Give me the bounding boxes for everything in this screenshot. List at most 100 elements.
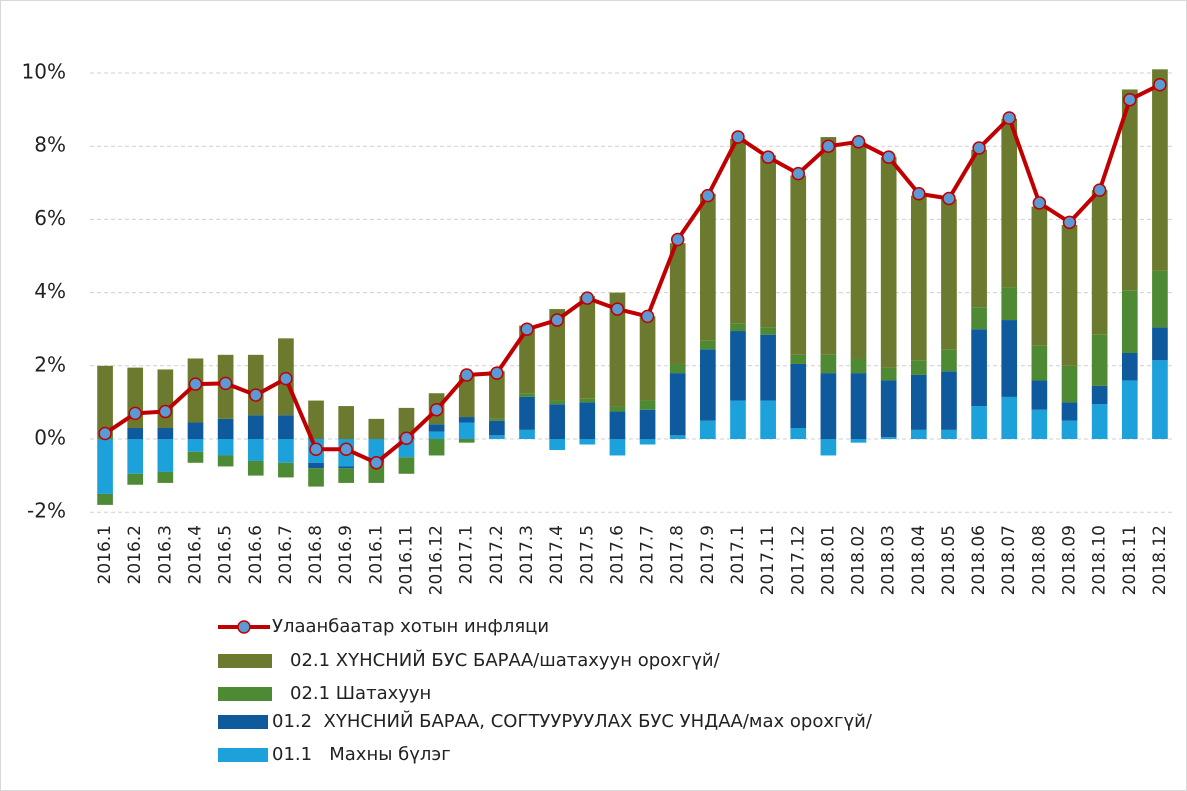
bar-segment [519,325,535,394]
bar-segment [609,411,626,439]
x-tick-label: 2017.9 [698,525,718,584]
bar-segment [910,360,927,375]
legend-label: 01.2 ХҮНСНИЙ БАРАА, СОГТУУРУУЛАХ БУС УНД… [272,710,873,732]
bar-segment [790,175,807,355]
x-tick-label: 2018.11 [1120,525,1140,595]
y-tick-label: 10% [22,60,66,84]
bar-segment [1001,320,1018,397]
bar-segment [760,400,776,439]
x-tick-label: 2016.12 [427,525,447,595]
bar-segment [1061,224,1078,366]
bar-segment [1121,89,1138,291]
bar-segment [127,428,144,439]
bar-segment [157,439,174,472]
bar-segment [669,243,686,364]
bar-segment [127,473,144,485]
x-tick-label: 2017.5 [577,525,597,584]
bar-segment [1091,190,1108,335]
bar-segment [880,437,897,439]
x-tick-label: 2018.06 [969,525,989,595]
bar-segment [760,327,776,335]
bar-segment [910,374,927,430]
bar-segment [880,380,897,438]
bar-segment [730,138,746,324]
legend-label: Улаанбаатар хотын инфляци [272,616,549,637]
bar-segment [669,363,686,374]
line-marker [369,456,384,470]
bar-segment [971,329,987,407]
bar-segment [1061,365,1078,403]
bar-segment [247,415,264,439]
line-marker [1002,111,1016,125]
bar-segment [549,404,565,439]
legend-swatch [218,715,268,729]
bar-segment [489,371,505,419]
bar-segment [157,428,174,439]
x-tick-label: 2017.2 [487,525,507,584]
bar-segment [308,462,324,469]
bar-segment [428,439,445,456]
line-marker [1032,196,1047,210]
bar-segment [910,429,927,439]
x-tick-label: 2016.8 [306,525,326,584]
bar-segment [1061,420,1078,439]
y-tick-label: -2% [27,499,66,523]
x-tick-label: 2017.3 [517,525,537,584]
bar-segment [971,406,987,439]
x-tick-label: 2017.8 [668,525,688,584]
line-marker [1123,92,1137,107]
line-marker [761,150,775,164]
bar-segment [579,296,596,399]
x-tick-label: 2018.05 [939,525,959,595]
bar-segment [639,316,656,401]
x-tick-label: 2016.9 [336,525,356,584]
bar-segment [1001,118,1018,288]
bar-segment [247,354,264,416]
bar-segment [489,435,505,439]
bar-segment [489,418,505,421]
line-marker [701,188,715,203]
bar-segment [1152,360,1168,439]
bar-segment [1091,385,1108,405]
bar-segment [1152,69,1168,271]
bar-segment [941,199,957,350]
bar-segment [579,398,596,403]
x-tick-label: 2016.11 [396,525,416,595]
bar-segment [278,439,294,463]
bar-segment [217,455,234,467]
bar-segment [519,393,535,397]
line-marker [851,135,866,149]
bar-segment [700,193,716,341]
bar-segment [308,468,324,487]
bar-segment [1001,287,1018,321]
bar-segment [971,307,987,330]
bar-segment [730,323,746,332]
x-tick-label: 2017.6 [607,525,627,584]
bar-segment [760,155,776,328]
bar-segment [1031,409,1048,439]
bar-segment [247,439,264,461]
bar-segment [820,354,837,374]
bar-segment [790,354,807,364]
line-marker [942,191,956,206]
bar-segment [609,292,626,407]
bar-segment [941,429,957,439]
x-tick-label: 2016.3 [155,525,175,584]
legend-label: 02.1 Шатахуун [290,683,431,704]
bar-segment [1061,402,1078,421]
bar-segment [278,415,294,439]
line-marker [218,376,233,391]
x-tick-label: 2018.12 [1150,525,1170,595]
x-tick-label: 2018.07 [999,525,1019,595]
line-marker [188,377,203,391]
line-marker [459,368,474,382]
bar-segment [458,439,475,443]
x-tick-label: 2016.7 [276,525,296,584]
bar-segment [97,439,113,494]
bar-segment [398,457,415,474]
bar-segment [1031,380,1048,410]
bar-segment [428,424,445,432]
line-marker [550,313,564,327]
line-marker [670,232,685,247]
line-marker [1062,215,1077,230]
